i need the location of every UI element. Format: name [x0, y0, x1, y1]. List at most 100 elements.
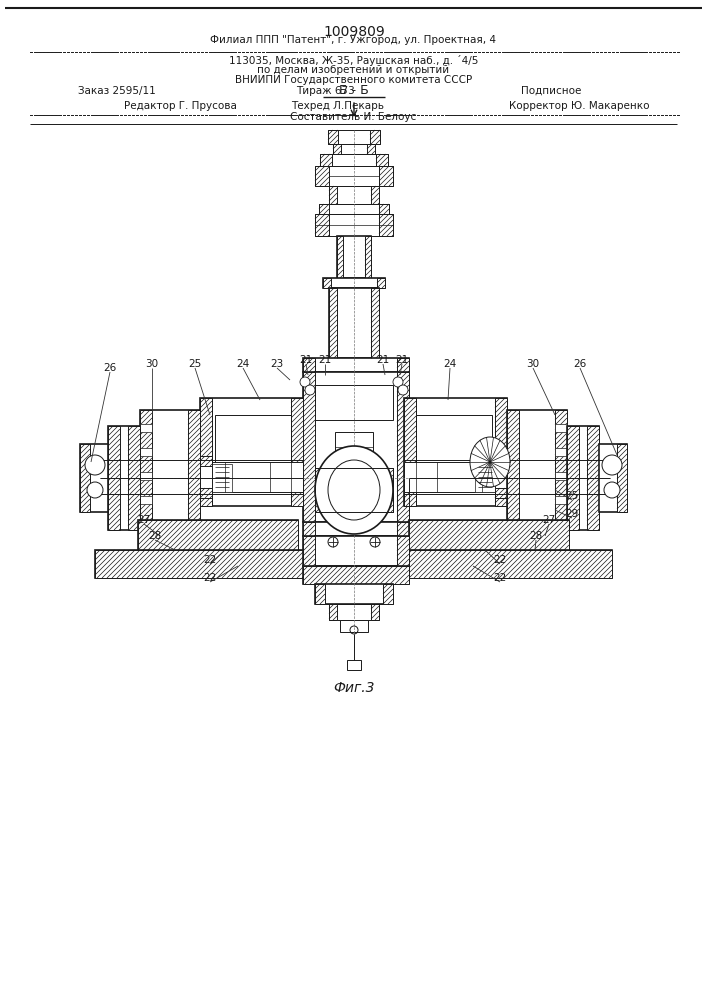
Bar — [323, 278, 331, 288]
Text: 28: 28 — [530, 531, 543, 541]
Bar — [140, 410, 200, 546]
Bar — [555, 472, 567, 480]
Bar — [140, 496, 152, 504]
Bar — [495, 456, 507, 466]
Bar — [303, 536, 315, 566]
Bar — [507, 410, 519, 546]
Text: 22: 22 — [204, 555, 216, 565]
Bar — [333, 144, 375, 154]
Bar — [315, 536, 325, 564]
Bar — [409, 520, 569, 550]
Bar — [379, 166, 393, 186]
Bar — [315, 166, 329, 186]
Bar — [138, 520, 298, 550]
Bar — [303, 536, 409, 566]
Text: 21: 21 — [395, 355, 409, 365]
Text: Б - Б: Б - Б — [339, 84, 369, 97]
Bar — [365, 236, 371, 278]
Bar — [138, 520, 298, 550]
Text: Подписное: Подписное — [521, 86, 582, 96]
Bar — [200, 398, 303, 506]
Bar — [402, 550, 612, 578]
Bar — [315, 468, 333, 512]
Text: 22: 22 — [493, 555, 507, 565]
Text: 22: 22 — [493, 573, 507, 583]
Ellipse shape — [470, 437, 510, 487]
Bar — [329, 186, 337, 204]
Text: 24: 24 — [443, 359, 457, 369]
Bar — [108, 426, 140, 530]
Bar — [567, 426, 579, 530]
Bar — [319, 204, 389, 214]
Bar — [404, 398, 507, 506]
Text: 23: 23 — [270, 359, 284, 369]
Bar — [475, 464, 495, 492]
Text: Техред Л.Пекарь: Техред Л.Пекарь — [291, 101, 385, 111]
Bar — [315, 584, 393, 604]
Bar — [371, 604, 379, 620]
Bar — [335, 432, 373, 462]
Bar — [212, 462, 303, 492]
Bar — [587, 426, 599, 530]
Bar — [323, 594, 385, 604]
Text: по делам изобретений и открытий: по делам изобретений и открытий — [257, 65, 450, 75]
Bar — [291, 398, 303, 506]
Bar — [507, 410, 567, 546]
Bar — [329, 288, 337, 358]
Text: 26: 26 — [573, 359, 587, 369]
Bar — [379, 214, 393, 236]
Bar — [315, 214, 329, 236]
Circle shape — [604, 482, 620, 498]
Bar — [320, 154, 388, 166]
Bar — [555, 496, 567, 504]
Bar — [371, 186, 379, 204]
Bar — [328, 130, 380, 144]
Bar — [303, 358, 315, 372]
Text: 1009809: 1009809 — [323, 25, 385, 39]
Circle shape — [85, 455, 105, 475]
Text: 27: 27 — [137, 515, 151, 525]
Bar — [495, 398, 507, 506]
Bar — [323, 278, 385, 288]
Bar — [555, 410, 567, 546]
Bar — [337, 236, 371, 278]
Bar — [329, 604, 337, 620]
Bar — [140, 448, 152, 456]
Bar — [397, 358, 409, 372]
Bar — [617, 444, 627, 512]
Circle shape — [87, 482, 103, 498]
Bar — [329, 604, 379, 620]
Bar — [333, 564, 375, 594]
Bar — [315, 584, 325, 604]
Bar — [329, 166, 379, 186]
Bar — [404, 398, 416, 506]
Text: Составитель И. Белоус: Составитель И. Белоус — [291, 112, 416, 122]
Bar — [368, 564, 375, 594]
Bar — [303, 372, 315, 522]
Bar — [80, 444, 108, 512]
Bar — [215, 415, 291, 489]
Bar — [200, 456, 212, 498]
Bar — [303, 358, 409, 372]
Bar — [200, 398, 212, 506]
Bar — [212, 464, 232, 492]
Text: Заказ 2595/11: Заказ 2595/11 — [78, 86, 156, 96]
Text: 26: 26 — [103, 363, 117, 373]
Bar — [555, 424, 567, 432]
Text: ВНИИПИ Государственного комитета СССР: ВНИИПИ Государственного комитета СССР — [235, 75, 472, 85]
Bar — [397, 522, 409, 536]
Bar — [367, 144, 375, 154]
Bar — [315, 166, 393, 186]
Bar — [495, 456, 507, 498]
Bar — [376, 154, 388, 166]
Bar — [495, 488, 507, 498]
Text: Тираж 673: Тираж 673 — [296, 86, 355, 96]
Text: 27: 27 — [542, 515, 556, 525]
Text: 24: 24 — [236, 359, 250, 369]
Bar — [95, 550, 305, 578]
Bar — [375, 468, 393, 512]
Bar — [128, 426, 140, 530]
Bar — [315, 536, 393, 564]
Bar — [337, 236, 343, 278]
Bar — [333, 144, 341, 154]
